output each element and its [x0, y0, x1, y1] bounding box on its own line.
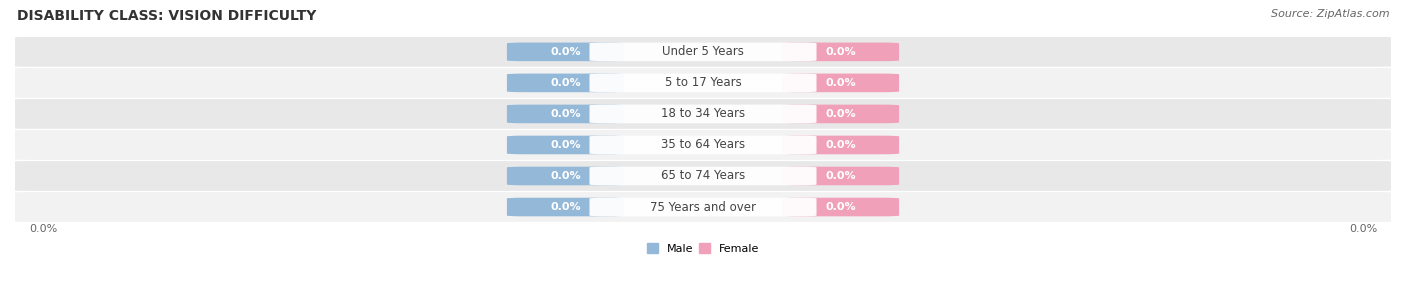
Text: 0.0%: 0.0%: [825, 78, 856, 88]
FancyBboxPatch shape: [8, 130, 1398, 160]
FancyBboxPatch shape: [508, 105, 624, 123]
Text: 0.0%: 0.0%: [550, 78, 581, 88]
Text: 0.0%: 0.0%: [825, 109, 856, 119]
Text: 0.0%: 0.0%: [550, 202, 581, 212]
Text: 75 Years and over: 75 Years and over: [650, 200, 756, 214]
Text: 0.0%: 0.0%: [28, 224, 58, 234]
FancyBboxPatch shape: [782, 74, 898, 92]
Text: 65 to 74 Years: 65 to 74 Years: [661, 170, 745, 182]
FancyBboxPatch shape: [508, 74, 624, 92]
FancyBboxPatch shape: [508, 198, 624, 216]
Text: 0.0%: 0.0%: [550, 47, 581, 57]
FancyBboxPatch shape: [8, 37, 1398, 67]
FancyBboxPatch shape: [8, 99, 1398, 129]
FancyBboxPatch shape: [782, 105, 898, 123]
Text: 0.0%: 0.0%: [1348, 224, 1378, 234]
Text: 0.0%: 0.0%: [825, 171, 856, 181]
FancyBboxPatch shape: [589, 198, 817, 216]
Legend: Male, Female: Male, Female: [643, 238, 763, 258]
FancyBboxPatch shape: [782, 136, 898, 154]
FancyBboxPatch shape: [508, 43, 624, 61]
Text: 0.0%: 0.0%: [550, 140, 581, 150]
FancyBboxPatch shape: [589, 167, 817, 185]
FancyBboxPatch shape: [589, 105, 817, 123]
Text: Under 5 Years: Under 5 Years: [662, 45, 744, 58]
FancyBboxPatch shape: [8, 161, 1398, 191]
Text: 18 to 34 Years: 18 to 34 Years: [661, 107, 745, 120]
FancyBboxPatch shape: [782, 43, 898, 61]
Text: DISABILITY CLASS: VISION DIFFICULTY: DISABILITY CLASS: VISION DIFFICULTY: [17, 9, 316, 23]
Text: 35 to 64 Years: 35 to 64 Years: [661, 138, 745, 152]
FancyBboxPatch shape: [508, 136, 624, 154]
FancyBboxPatch shape: [782, 198, 898, 216]
Text: 0.0%: 0.0%: [825, 140, 856, 150]
Text: 5 to 17 Years: 5 to 17 Years: [665, 76, 741, 89]
FancyBboxPatch shape: [8, 192, 1398, 222]
FancyBboxPatch shape: [589, 74, 817, 92]
Text: 0.0%: 0.0%: [825, 47, 856, 57]
FancyBboxPatch shape: [589, 136, 817, 154]
FancyBboxPatch shape: [782, 167, 898, 185]
FancyBboxPatch shape: [8, 68, 1398, 98]
Text: 0.0%: 0.0%: [550, 109, 581, 119]
Text: 0.0%: 0.0%: [825, 202, 856, 212]
FancyBboxPatch shape: [508, 167, 624, 185]
Text: Source: ZipAtlas.com: Source: ZipAtlas.com: [1271, 9, 1389, 19]
Text: 0.0%: 0.0%: [550, 171, 581, 181]
FancyBboxPatch shape: [589, 43, 817, 61]
